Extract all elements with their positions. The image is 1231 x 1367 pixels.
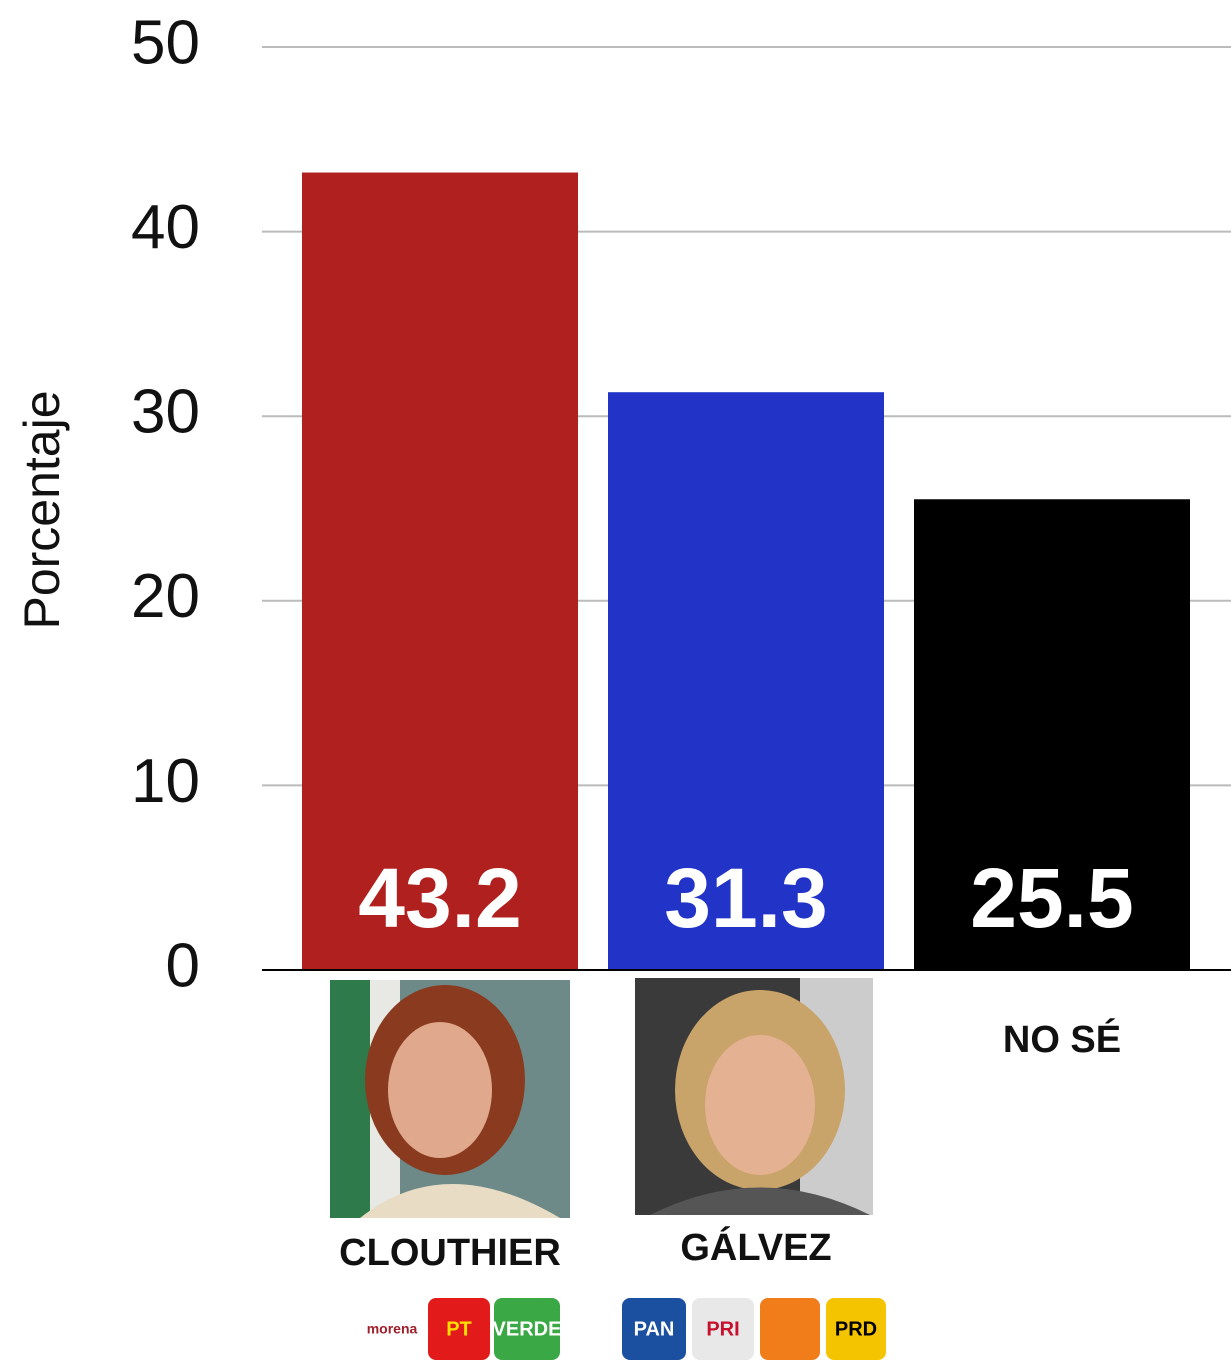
y-tick-label: 20 <box>131 562 200 631</box>
y-tick-label: 30 <box>131 378 200 447</box>
party-logo-text: PT <box>446 1318 472 1340</box>
party-logo-text: PAN <box>634 1318 675 1340</box>
y-tick-label: 50 <box>131 8 200 77</box>
party-logo <box>494 1298 560 1360</box>
y-tick-label: 40 <box>131 193 200 262</box>
bar <box>608 392 884 970</box>
value-label: 43.2 <box>358 851 522 945</box>
bar <box>914 499 1190 970</box>
x-tick-label: NO SÉ <box>1003 1017 1121 1061</box>
party-logo-text: morena <box>367 1321 418 1337</box>
party-logo <box>826 1298 886 1360</box>
party-logo <box>760 1298 820 1360</box>
photo-galvez <box>635 978 873 1215</box>
x-tick-label: GÁLVEZ <box>680 1225 831 1269</box>
y-tick-label: 10 <box>131 747 200 816</box>
value-label: 31.3 <box>664 851 828 945</box>
party-logo <box>428 1298 490 1360</box>
value-label: 25.5 <box>970 851 1134 945</box>
y-axis-label: Porcentaje <box>14 390 70 629</box>
party-logo-text: PRD <box>835 1318 877 1340</box>
party-logo <box>362 1298 422 1360</box>
bar <box>302 172 578 970</box>
photo-clouthier <box>330 980 570 1218</box>
x-tick-label: CLOUTHIER <box>339 1232 561 1274</box>
party-logo <box>692 1298 754 1360</box>
y-tick-label: 0 <box>166 931 200 1000</box>
party-logo-text: VERDE <box>493 1318 562 1340</box>
party-logo <box>622 1298 686 1360</box>
party-logo-text: PRI <box>706 1318 739 1340</box>
